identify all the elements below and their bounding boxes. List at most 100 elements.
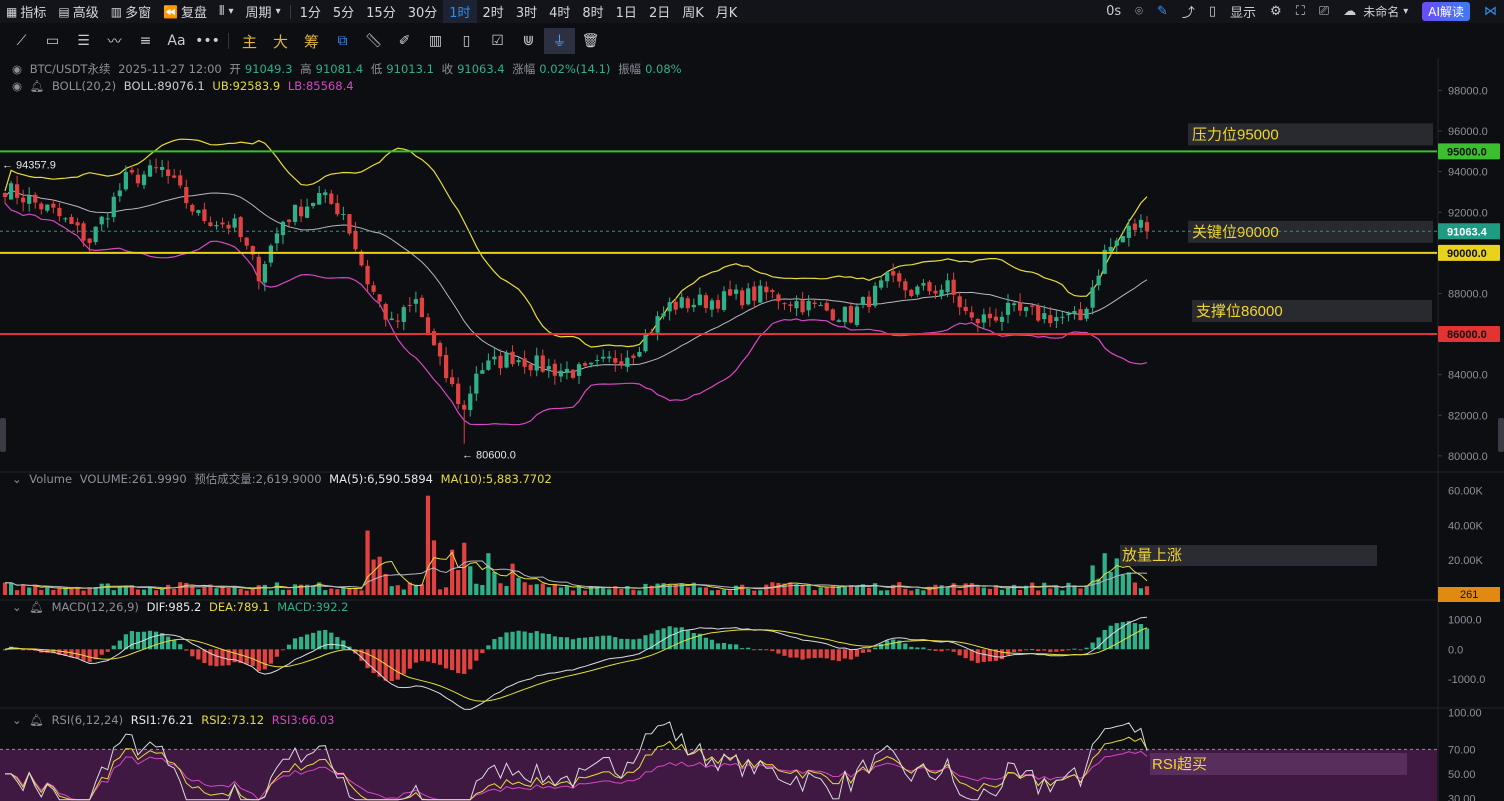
macd-histogram-bar [51,649,56,654]
share-icon[interactable]: ⋈ [1484,4,1497,19]
eye-icon[interactable]: ◉ [12,62,23,76]
timeframe-tab[interactable]: 1分 [299,6,321,21]
settings-gear-icon[interactable]: ⚙ [1270,4,1282,19]
eye-icon[interactable]: ◉ [12,79,23,93]
note-icon[interactable]: ▯ [462,33,471,49]
screenshot-icon[interactable]: ⎚ [1318,4,1330,19]
candle-body [909,289,914,297]
fib-tool-icon[interactable]: ☰ [77,33,90,49]
macd-dif: DIF:985.2 [146,600,202,614]
volume-bar [776,582,781,595]
filter-icon[interactable]: ⏚ [544,28,575,54]
indicator-shortcut-button[interactable]: 筹 [303,32,319,51]
macd-histogram-bar [637,638,642,650]
candle-body [564,368,570,373]
right-scroll-handle[interactable] [1498,418,1504,452]
timeframe-tab[interactable]: 30分 [407,6,438,21]
ruler-icon[interactable]: 📏︎ [364,33,383,49]
volume-bar [516,577,521,595]
timeframe-tab[interactable]: 8时 [582,6,604,21]
timeframe-tab[interactable]: 2日 [648,6,671,21]
layout-icon[interactable]: ▯ [1208,4,1217,19]
alert-bell-icon[interactable]: 🔔︎ [29,600,44,614]
rsi-annotation-box [1150,753,1407,775]
ai-interpret-button[interactable]: AI解读 [1415,2,1477,21]
parallel-tool-icon[interactable]: ≡ [139,33,152,49]
timeframe-tab[interactable]: 15分 [366,6,396,21]
display-menu[interactable]: 显示 [1230,6,1257,21]
layout-name-dropdown[interactable]: 未命名 ▾ [1363,3,1415,20]
volume-bar [830,586,835,595]
indicator-shortcut-button[interactable]: 主 [241,32,257,51]
candle-body [462,404,467,410]
timeframe-tab[interactable]: 5分 [332,6,355,21]
period-dropdown[interactable]: 周期 ▾ [240,0,287,23]
replay-menu[interactable]: ⏪ 复盘 [157,0,213,23]
indicator-menu[interactable]: ▦ 指标 [0,0,52,23]
collapse-chevron-icon[interactable]: ⌄ [12,600,22,614]
timeframe-tab[interactable]: 月K [715,6,738,21]
indicator-shortcut-button[interactable]: 大 [272,32,288,51]
macd-histogram-bar [256,649,261,671]
fullscreen-icon[interactable]: ⛶ [1295,4,1305,19]
candle-body [21,197,26,203]
macd-histogram-bar [601,635,606,650]
chart-canvas[interactable]: 98000.0 96000.0 94000.0 92000.0 90000.0 88000… [0,58,1504,801]
edit-icon[interactable]: ☑ [491,33,504,49]
timeframe-tab[interactable]: 2时 [482,6,504,21]
more-tool-icon[interactable]: ••• [195,33,220,49]
line-tool-icon[interactable]: ⟋ [16,33,27,49]
timeframe-tab[interactable]: 3时 [515,6,538,21]
camera-icon[interactable]: ⌾ [1135,4,1143,19]
candle-body [552,363,557,376]
collapse-chevron-icon[interactable]: ⌄ [12,472,22,486]
alert-bell-icon[interactable]: 🔔︎ [29,713,44,727]
rsi-tick-label: 70.00 [1448,744,1476,756]
cloud-icon[interactable]: ☁ [1343,4,1357,19]
timeframe-tab[interactable]: 1日 [615,6,637,21]
multi-window-menu[interactable]: ▥ 多窗 [105,0,157,23]
candle-body [588,362,594,365]
volume-bar [709,590,715,595]
volume-bar [39,589,44,595]
timeframe-tab[interactable]: 周K [682,6,704,21]
timeframe-tab[interactable]: 1时 [443,0,477,23]
macd-histogram-bar [377,649,382,677]
pencil-icon[interactable]: ✎ [1156,4,1168,19]
trash-icon[interactable]: 🗑︎ [581,33,600,49]
alert-bell-icon[interactable]: 🔔︎ [29,79,45,93]
volume-bar [1126,572,1131,595]
candles-icon[interactable]: ▥ [428,33,443,49]
macd-histogram-bar [1132,623,1138,650]
volume-bar [1120,574,1125,595]
magnet-icon[interactable]: ⋓ [522,33,535,49]
advanced-menu[interactable]: ▤ 高级 [52,0,104,23]
chart-type-dropdown[interactable]: ⫴ ▾ [213,0,240,23]
macd-histogram-bar [951,649,956,652]
volume-bar [443,587,449,595]
macd-histogram-bar [45,649,50,653]
volume-bar [885,590,890,595]
wave-tool-icon[interactable]: 〰 [107,34,122,50]
volume-bar [1042,582,1047,595]
brush-icon[interactable]: ✐ [398,33,411,49]
volume-bar [401,589,406,595]
volume-bar [1066,582,1071,595]
candle-body [14,184,20,198]
macd-histogram-bar [419,649,425,661]
timeframe-tab[interactable]: 4时 [549,6,571,21]
volume-bar [232,587,237,595]
volume-bar [99,583,104,595]
volume-bar [335,589,340,595]
text-tool-icon[interactable]: Aa [167,33,186,49]
macd-histogram-bar [558,637,564,650]
left-scroll-handle[interactable] [0,418,6,452]
candle-body [631,355,636,359]
share-link-icon[interactable]: ⤴ [1181,6,1195,21]
last-price-label: 91063.4 [1447,226,1488,238]
macd-histogram-bar [27,649,32,651]
copy-icon[interactable]: ⧉ [337,33,348,49]
rect-tool-icon[interactable]: ▭ [45,33,60,49]
collapse-chevron-icon[interactable]: ⌄ [12,713,22,727]
macd-histogram-bar [957,649,962,656]
